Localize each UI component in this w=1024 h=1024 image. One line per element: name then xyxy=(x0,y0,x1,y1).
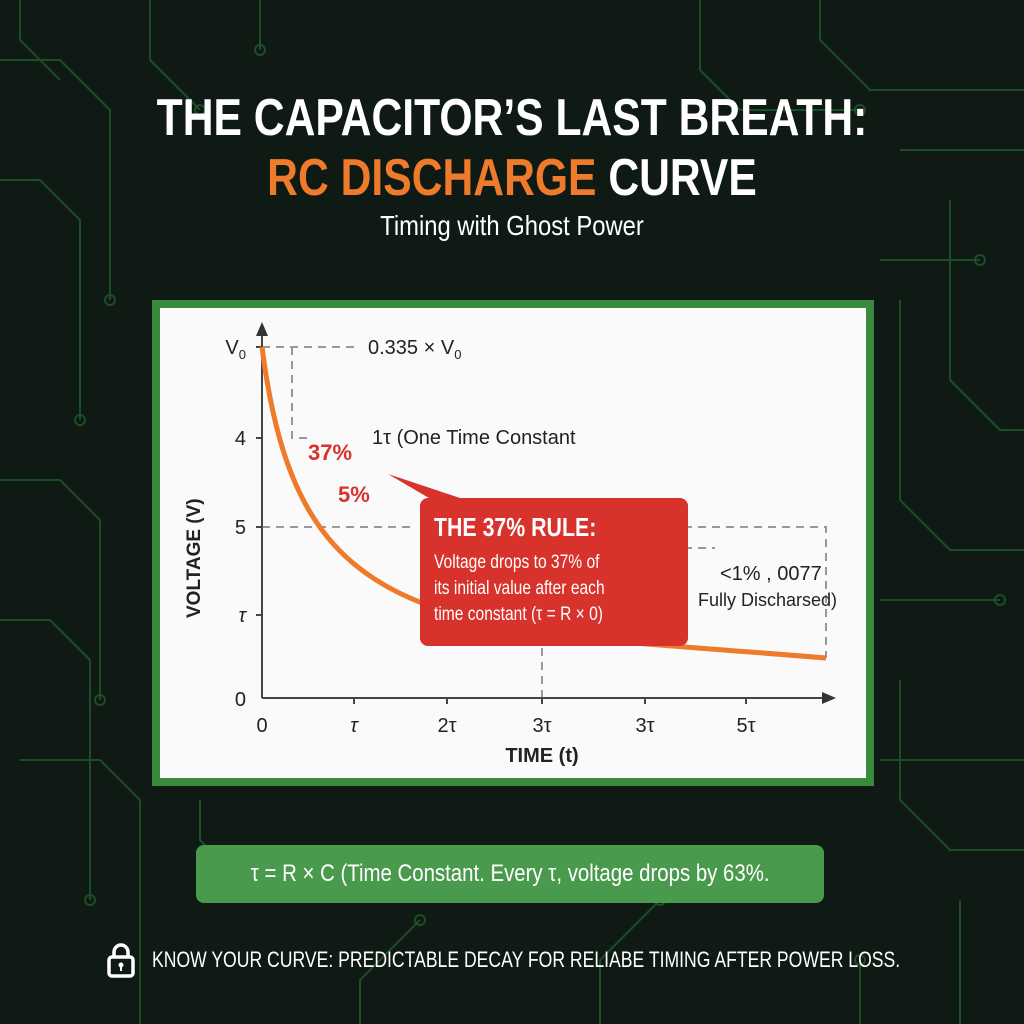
rule-callout: THE 37% RULE: Voltage drops to 37% of it… xyxy=(420,498,688,646)
x-tick-3tau-b: 3τ xyxy=(635,715,654,737)
callout-line-3: time constant (τ = R × 0) xyxy=(434,604,603,625)
title-line-2: RC DISCHARGE CURVE xyxy=(92,148,932,208)
footer-text: KNOW YOUR CURVE: PREDICTABLE DECAY FOR R… xyxy=(152,947,901,972)
x-tick-2tau: 2τ xyxy=(437,715,456,737)
callout-title: THE 37% RULE: xyxy=(434,512,597,542)
x-tick-3tau: 3τ xyxy=(532,715,551,737)
annotation-less-than-1: <1% , 0077 xyxy=(720,563,822,585)
y-axis-label: VOLTAGE (V) xyxy=(184,498,205,618)
formula-text: τ = R × C (Time Constant. Every τ, volta… xyxy=(250,860,770,887)
annotation-0335: 0.335 × V0 xyxy=(368,337,461,362)
title-accent: RC DISCHARGE xyxy=(267,149,597,207)
x-tick-0: 0 xyxy=(256,715,267,737)
title-rest: CURVE xyxy=(596,149,757,207)
callout-body: Voltage drops to 37% of its initial valu… xyxy=(434,550,605,628)
y-tick-4: 4 xyxy=(235,428,246,450)
y-tick-v0: V0 xyxy=(225,337,246,362)
callout-line-1: Voltage drops to 37% of xyxy=(434,552,600,573)
annotation-5pct: 5% xyxy=(338,482,370,507)
title-line-1: THE CAPACITOR’S LAST BREATH: xyxy=(156,89,868,147)
footer: KNOW YOUR CURVE: PREDICTABLE DECAY FOR R… xyxy=(106,942,1024,978)
annotation-37pct: 37% xyxy=(308,440,352,465)
subtitle: Timing with Ghost Power xyxy=(380,210,644,241)
x-tick-5tau: 5τ xyxy=(736,715,755,737)
lock-icon xyxy=(107,943,135,978)
y-tick-5: 5 xyxy=(235,517,246,539)
annotation-one-tau: 1τ (One Time Constant xyxy=(372,427,576,449)
annotation-fully-discharged: Fully Discharsed) xyxy=(698,590,837,610)
y-tick-tau: τ xyxy=(239,605,248,627)
x-tick-tau: τ xyxy=(350,715,359,737)
callout-line-2: its initial value after each xyxy=(434,578,605,599)
formula-banner: τ = R × C (Time Constant. Every τ, volta… xyxy=(196,845,824,903)
discharge-chart: V0 4 5 τ 0 0 τ 2τ 3τ 3τ 5τ TIME (t) VOLT… xyxy=(184,322,837,767)
x-axis-label: TIME (t) xyxy=(505,745,578,767)
y-tick-0: 0 xyxy=(235,689,246,711)
